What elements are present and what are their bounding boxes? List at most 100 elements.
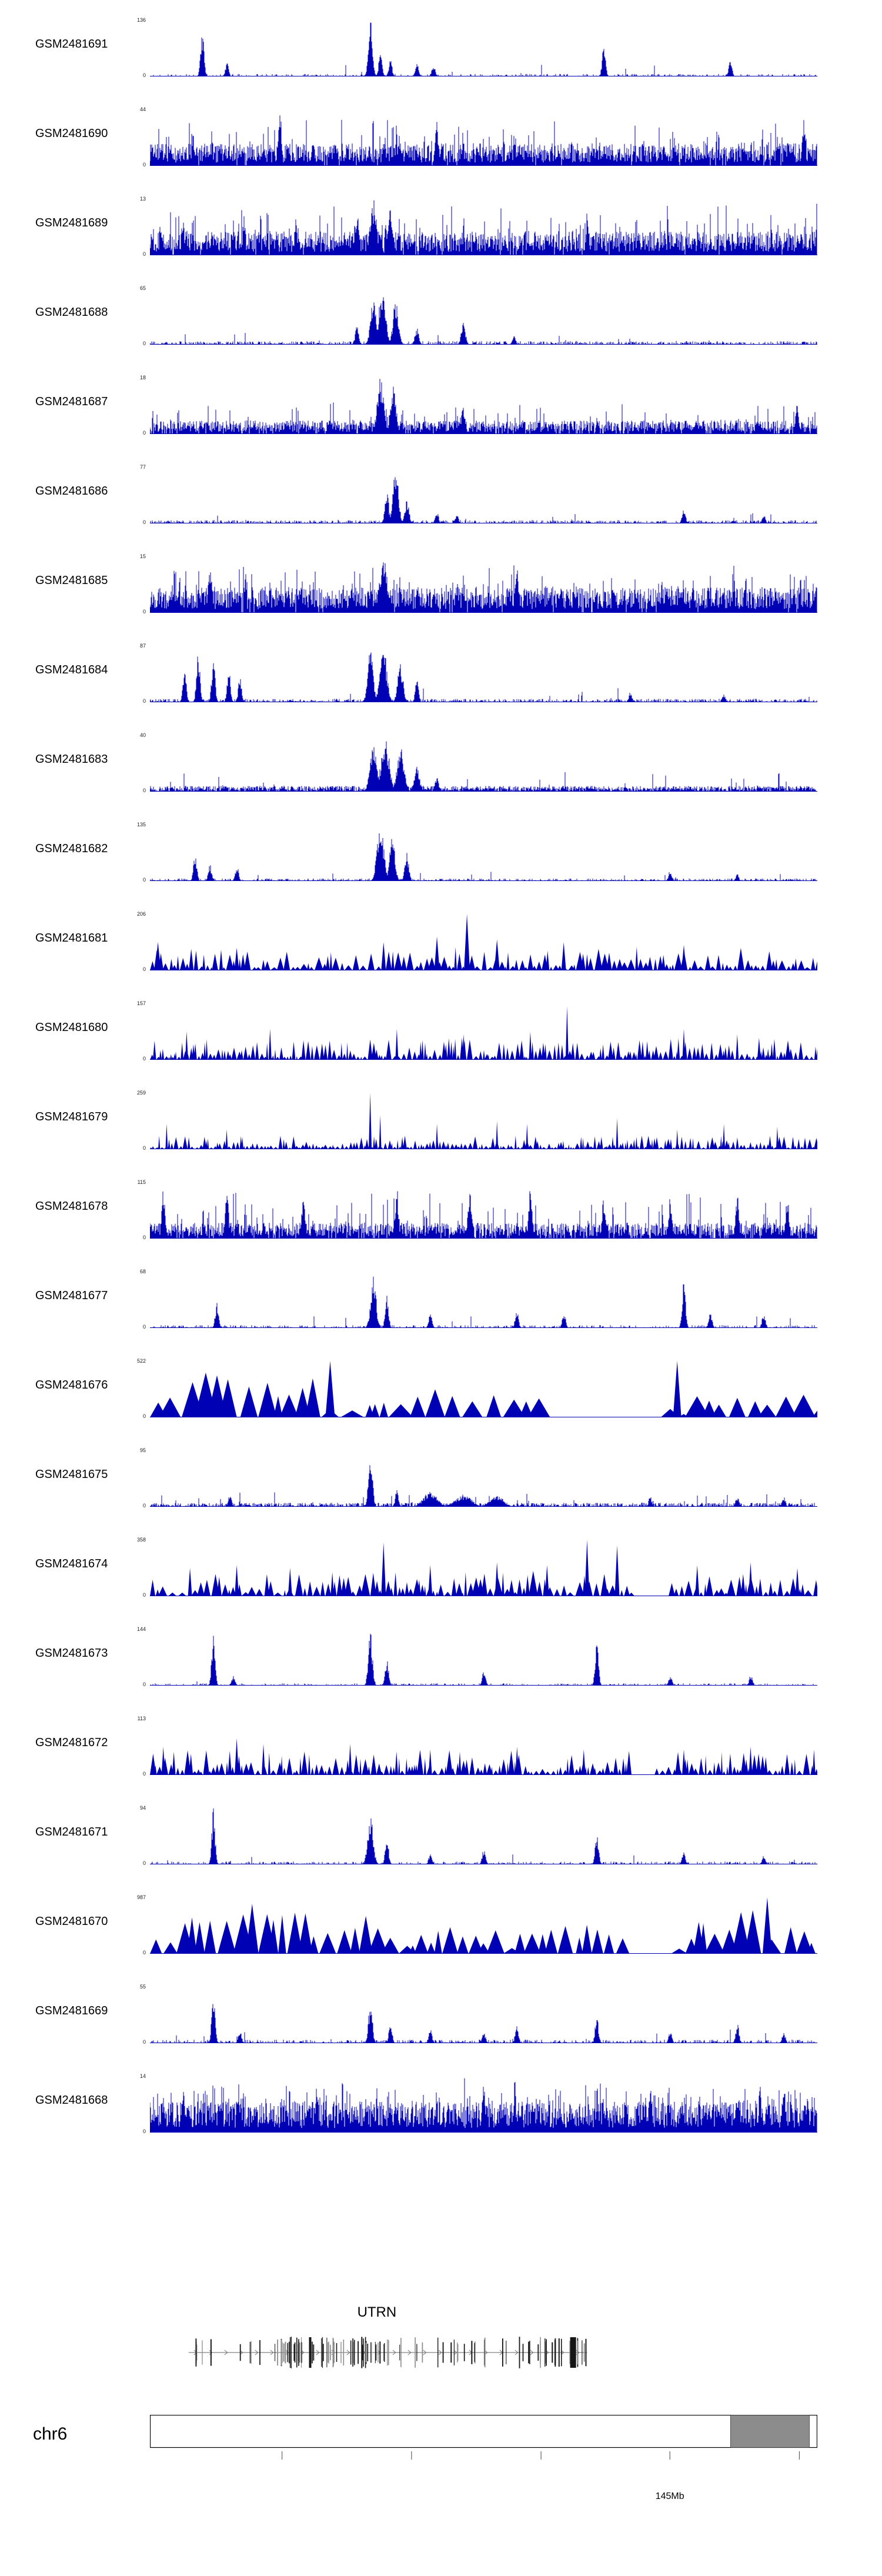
track-signal-plot[interactable] xyxy=(150,735,817,792)
track-signal-plot[interactable] xyxy=(150,20,817,76)
track-ymax-label: 40 xyxy=(139,732,146,738)
track-signal-plot[interactable] xyxy=(150,199,817,255)
track-ymin-label: 0 xyxy=(142,1056,146,1062)
track-label: GSM2481681 xyxy=(35,932,108,945)
track-row-GSM2481670: GSM2481670 987 0 xyxy=(0,1894,882,1956)
track-signal-plot[interactable] xyxy=(150,1987,817,2043)
track-row-GSM2481681: GSM2481681 206 0 xyxy=(0,911,882,972)
track-signal-plot[interactable] xyxy=(150,288,817,345)
track-row-GSM2481669: GSM2481669 55 0 xyxy=(0,1984,882,2045)
track-signal-plot[interactable] xyxy=(150,1629,817,1686)
track-row-GSM2481686: GSM2481686 77 0 xyxy=(0,464,882,525)
track-ymax-label: 95 xyxy=(139,1447,146,1453)
track-ymax-label: 55 xyxy=(139,1984,146,1990)
track-row-GSM2481689: GSM2481689 13 0 xyxy=(0,196,882,257)
track-ymax-label: 15 xyxy=(139,553,146,559)
track-label: GSM2481687 xyxy=(35,395,108,408)
track-ymax-label: 144 xyxy=(136,1626,146,1632)
track-signal-plot[interactable] xyxy=(150,1897,817,1954)
track-label: GSM2481684 xyxy=(35,663,108,676)
track-ymax-label: 987 xyxy=(136,1894,146,1900)
track-ymin-label: 0 xyxy=(142,877,146,883)
track-label: GSM2481686 xyxy=(35,485,108,498)
track-ymin-label: 0 xyxy=(142,2039,146,2045)
track-ymin-label: 0 xyxy=(142,430,146,436)
track-ymax-label: 87 xyxy=(139,643,146,649)
track-label: GSM2481675 xyxy=(35,1468,108,1481)
track-label: GSM2481676 xyxy=(35,1379,108,1392)
track-signal-plot[interactable] xyxy=(150,1093,817,1149)
track-label: GSM2481668 xyxy=(35,2094,108,2107)
track-signal-plot[interactable] xyxy=(150,556,817,613)
track-label: GSM2481677 xyxy=(35,1289,108,1302)
track-row-GSM2481680: GSM2481680 157 0 xyxy=(0,1001,882,1062)
track-ymax-label: 14 xyxy=(139,2073,146,2079)
track-ymin-label: 0 xyxy=(142,1145,146,1151)
track-row-GSM2481677: GSM2481677 68 0 xyxy=(0,1269,882,1330)
track-signal-plot[interactable] xyxy=(150,378,817,434)
track-row-GSM2481691: GSM2481691 136 0 xyxy=(0,17,882,78)
track-ymax-label: 135 xyxy=(136,822,146,827)
track-signal-plot[interactable] xyxy=(150,1182,817,1239)
track-signal-plot[interactable] xyxy=(150,1540,817,1596)
track-label: GSM2481685 xyxy=(35,574,108,587)
track-row-GSM2481690: GSM2481690 44 0 xyxy=(0,106,882,168)
track-signal-plot[interactable] xyxy=(150,646,817,702)
track-row-GSM2481668: GSM2481668 14 0 xyxy=(0,2073,882,2134)
track-ymin-label: 0 xyxy=(142,1950,146,1956)
track-signal-plot[interactable] xyxy=(150,109,817,166)
track-ymax-label: 44 xyxy=(139,106,146,112)
track-ymin-label: 0 xyxy=(142,72,146,78)
track-label: GSM2481683 xyxy=(35,753,108,766)
track-row-GSM2481685: GSM2481685 15 0 xyxy=(0,553,882,615)
track-signal-plot[interactable] xyxy=(150,914,817,970)
track-ymin-label: 0 xyxy=(142,341,146,346)
track-row-GSM2481671: GSM2481671 94 0 xyxy=(0,1806,882,1866)
track-row-GSM2481675: GSM2481675 95 0 xyxy=(0,1447,882,1509)
track-label: GSM2481669 xyxy=(35,2004,108,2017)
track-ymax-label: 77 xyxy=(139,464,146,470)
track-ymax-label: 18 xyxy=(139,375,146,381)
track-label: GSM2481678 xyxy=(35,1200,108,1213)
track-ymax-label: 68 xyxy=(139,1269,146,1274)
track-ymin-label: 0 xyxy=(142,1234,146,1240)
gene-model-track[interactable] xyxy=(150,2325,817,2375)
track-label: GSM2481680 xyxy=(35,1021,108,1034)
track-ymin-label: 0 xyxy=(142,251,146,257)
track-signal-plot[interactable] xyxy=(150,1361,817,1417)
track-row-GSM2481674: GSM2481674 358 0 xyxy=(0,1537,882,1598)
track-row-GSM2481673: GSM2481673 144 0 xyxy=(0,1626,882,1687)
track-ymax-label: 136 xyxy=(136,17,146,23)
track-ymin-label: 0 xyxy=(142,1860,146,1866)
track-row-GSM2481683: GSM2481683 40 0 xyxy=(0,732,882,793)
track-ymax-label: 259 xyxy=(136,1090,146,1096)
track-signal-plot[interactable] xyxy=(150,467,817,523)
track-label: GSM2481690 xyxy=(35,127,108,140)
track-signal-plot[interactable] xyxy=(150,825,817,881)
track-row-GSM2481676: GSM2481676 522 0 xyxy=(0,1359,882,1419)
track-label: GSM2481682 xyxy=(35,842,108,855)
track-row-GSM2481672: GSM2481672 113 0 xyxy=(0,1716,882,1777)
track-ymin-label: 0 xyxy=(142,966,146,972)
track-signal-plot[interactable] xyxy=(150,1719,817,1775)
gene-name-label: UTRN xyxy=(357,2304,397,2320)
track-ymin-label: 0 xyxy=(142,1681,146,1687)
track-signal-plot[interactable] xyxy=(150,1272,817,1328)
track-ymin-label: 0 xyxy=(142,788,146,793)
track-row-GSM2481687: GSM2481687 18 0 xyxy=(0,375,882,436)
track-label: GSM2481670 xyxy=(35,1915,108,1928)
track-row-GSM2481684: GSM2481684 87 0 xyxy=(0,643,882,704)
chromosome-name-label: chr6 xyxy=(33,2424,68,2444)
track-signal-plot[interactable] xyxy=(150,1808,817,1864)
track-signal-plot[interactable] xyxy=(150,2076,817,2133)
track-signal-plot[interactable] xyxy=(150,1003,817,1060)
track-ymax-label: 206 xyxy=(136,911,146,917)
genomic-position-label: 145Mb xyxy=(655,2491,684,2501)
track-ymin-label: 0 xyxy=(142,1503,146,1509)
chromosome-ideogram[interactable] xyxy=(150,2415,817,2462)
track-ymin-label: 0 xyxy=(142,698,146,704)
track-row-GSM2481682: GSM2481682 135 0 xyxy=(0,822,882,883)
track-signal-plot[interactable] xyxy=(150,1450,817,1507)
track-ymax-label: 13 xyxy=(139,196,146,202)
